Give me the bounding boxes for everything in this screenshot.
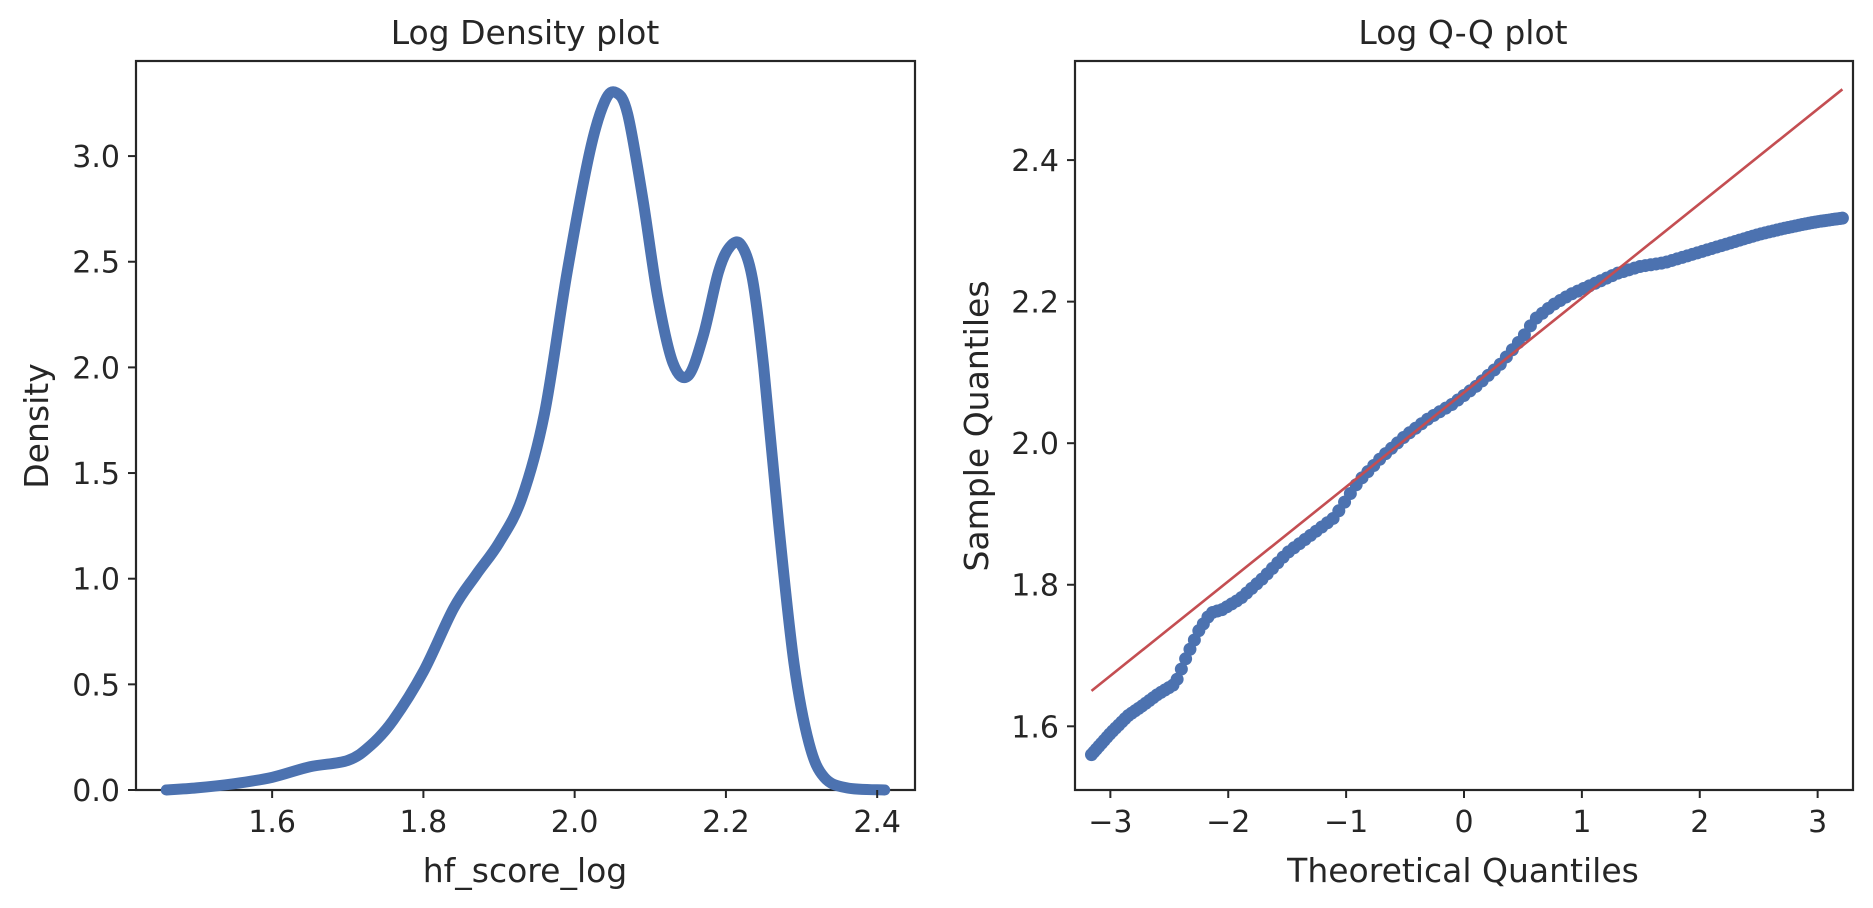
density-y-ticks: 0.0 0.5 1.0 1.5 2.0 2.5 3.0: [72, 140, 136, 809]
density-x-tick-label: 2.2: [702, 805, 750, 840]
qq-x-tick-label: −3: [1088, 805, 1132, 840]
qq-y-tick-label: 1.8: [1011, 569, 1059, 604]
density-plot-frame: [134, 59, 917, 792]
qq-reference-line-layer: [1090, 88, 1844, 692]
density-curve-layer: [160, 86, 891, 796]
density-y-tick-label: 2.0: [72, 351, 120, 386]
qq-x-ticks: −3 −2 −1 0 1 2 3: [1088, 790, 1827, 840]
density-x-tick-label: 2.4: [853, 805, 901, 840]
qq-x-tick-label: 0: [1454, 805, 1473, 840]
qq-y-tick-label: 2.0: [1011, 427, 1059, 462]
qq-x-tick-label: 1: [1572, 805, 1591, 840]
qq-y-tick-label: 1.6: [1011, 710, 1059, 745]
qq-x-tick-label: −1: [1324, 805, 1368, 840]
density-y-tick-label: 3.0: [72, 140, 120, 175]
density-x-tick-label: 2.0: [551, 805, 599, 840]
qq-point: [1835, 211, 1849, 225]
qq-plot-title: Log Q-Q plot: [1358, 13, 1567, 52]
qq-x-tick-label: −2: [1206, 805, 1250, 840]
qq-plot-frame: [1073, 59, 1855, 792]
density-x-tick-label: 1.8: [400, 805, 448, 840]
qq-y-ticks: 1.6 1.8 2.0 2.2 2.4: [1011, 144, 1075, 745]
qq-x-axis-label: Theoretical Quantiles: [1286, 851, 1639, 890]
qq-point: [1174, 662, 1188, 676]
density-y-tick-label: 0.0: [72, 774, 120, 809]
density-plot-title: Log Density plot: [391, 13, 660, 52]
density-y-tick-label: 0.5: [72, 668, 120, 703]
qq-y-axis-label: Sample Quantiles: [957, 280, 996, 571]
density-y-tick-label: 2.5: [72, 246, 120, 281]
qq-point: [1170, 672, 1184, 686]
qq-plot-panel: Log Q-Q plot −3 −2 −1 0 1 2 3 1.61.82.02.22.4 …: [957, 13, 1855, 890]
density-x-axis-label: hf_score_log: [423, 851, 628, 890]
qq-y-tick-label: 2.2: [1011, 286, 1059, 321]
qq-x-tick-label: 2: [1690, 805, 1709, 840]
qq-reference-line: [1090, 88, 1844, 692]
density-x-tick-label: 1.6: [248, 805, 296, 840]
qq-x-tick-label: 3: [1808, 805, 1827, 840]
density-y-axis-label: Density: [17, 363, 56, 488]
density-y-tick-label: 1.5: [72, 457, 120, 492]
density-y-tick-label: 1.0: [72, 563, 120, 598]
density-x-ticks: 1.6 1.8 2.0 2.2 2.4: [248, 790, 901, 840]
qq-y-tick-label: 2.4: [1011, 144, 1059, 179]
qq-points-layer: [1085, 211, 1849, 762]
density-plot-panel: Log Density plot 1.6 1.8 2.0 2.2 2.4 0.0 0.5 1…: [17, 13, 917, 890]
density-curve: [160, 86, 891, 796]
